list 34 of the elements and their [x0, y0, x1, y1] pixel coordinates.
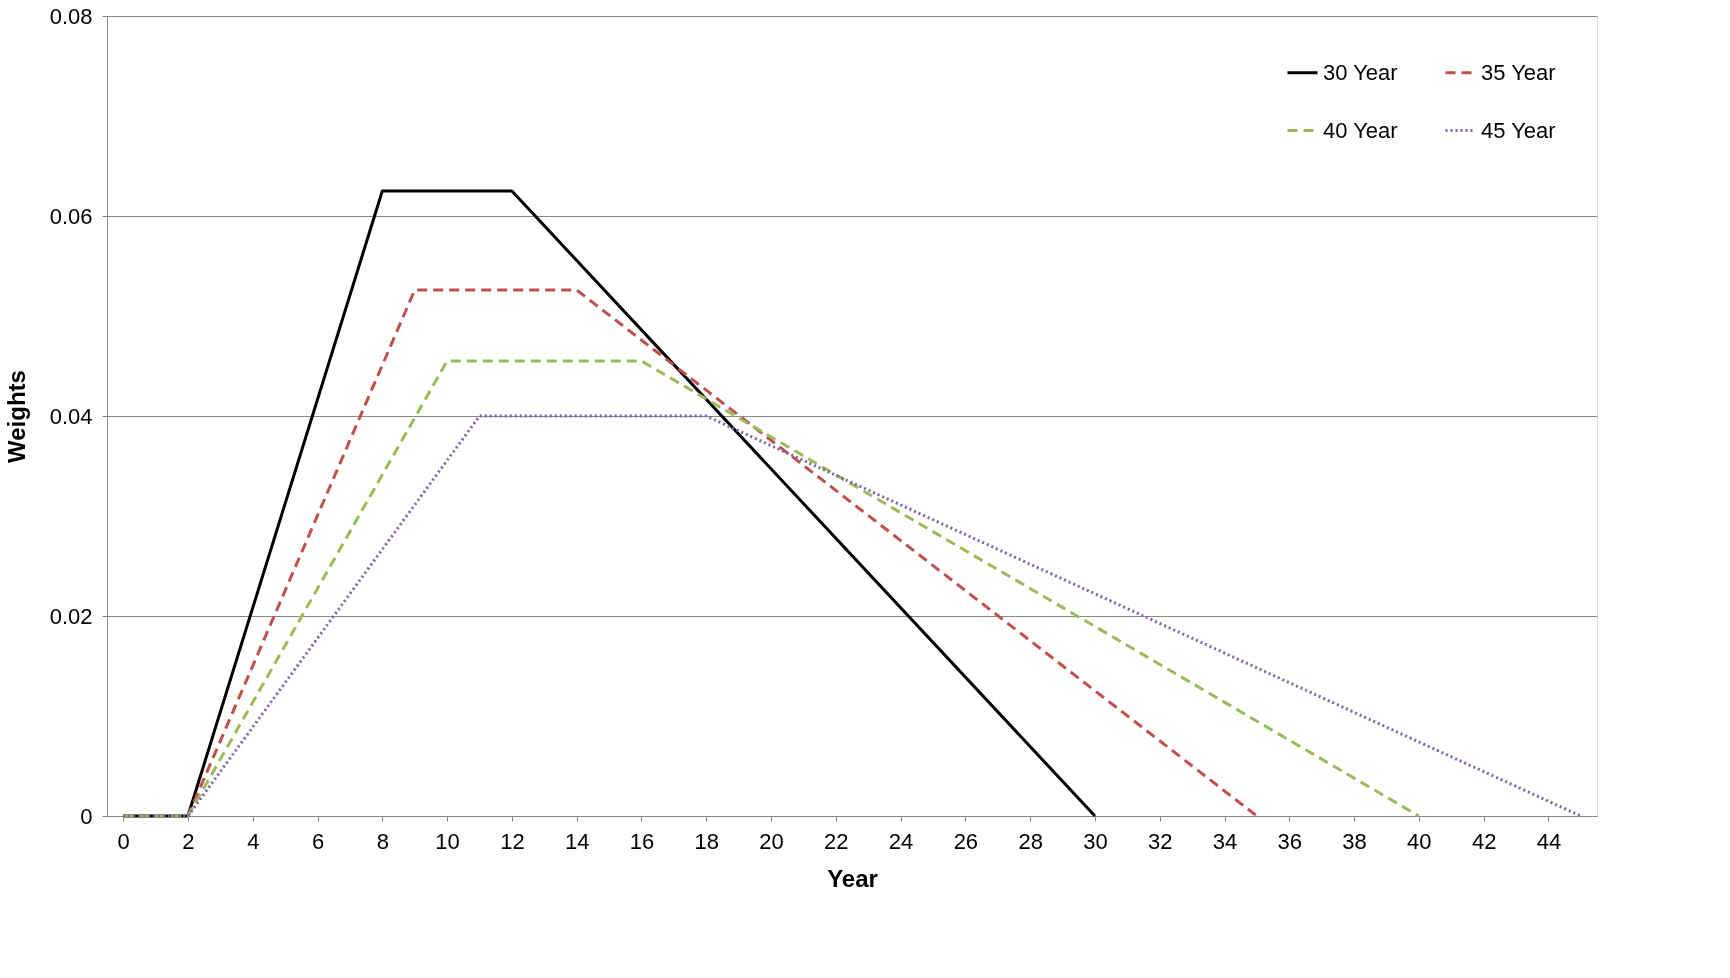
x-tick-label: 4	[247, 828, 260, 854]
x-axis-title: Year	[827, 864, 878, 892]
x-tick-label: 22	[824, 828, 849, 854]
legend-label: 30 Year	[1323, 59, 1398, 85]
x-tick-label: 32	[1147, 828, 1173, 854]
y-tick-label: 0.06	[49, 203, 93, 229]
x-tick-label: 6	[311, 828, 325, 854]
x-tick-label: 40	[1407, 828, 1432, 854]
x-tick-label: 28	[1018, 828, 1043, 854]
y-tick-label: 0.08	[49, 3, 93, 29]
legend-label: 45 Year	[1481, 117, 1556, 143]
x-tick-label: 44	[1536, 828, 1562, 854]
legend-label: 35 Year	[1481, 59, 1556, 85]
x-tick-label: 18	[694, 828, 719, 854]
x-tick-label: 0	[117, 828, 130, 854]
y-tick-label: 0.02	[49, 603, 93, 629]
x-tick-label: 12	[500, 828, 525, 854]
x-tick-label: 34	[1212, 828, 1238, 854]
y-tick-label: 0.04	[49, 403, 93, 429]
legend-label: 40 Year	[1323, 117, 1398, 143]
x-tick-label: 20	[759, 828, 784, 854]
y-axis-title: Weights	[2, 370, 30, 463]
x-tick-label: 38	[1342, 828, 1367, 854]
y-tick-label: 0	[80, 803, 93, 829]
x-tick-label: 16	[629, 828, 655, 854]
x-tick-label: 30	[1083, 828, 1108, 854]
x-tick-label: 24	[888, 828, 914, 854]
x-tick-label: 10	[435, 828, 460, 854]
x-tick-label: 26	[953, 828, 979, 854]
x-tick-label: 36	[1277, 828, 1303, 854]
x-tick-label: 14	[564, 828, 590, 854]
x-tick-label: 8	[376, 828, 389, 854]
x-tick-label: 42	[1471, 828, 1497, 854]
x-tick-label: 2	[182, 828, 195, 854]
